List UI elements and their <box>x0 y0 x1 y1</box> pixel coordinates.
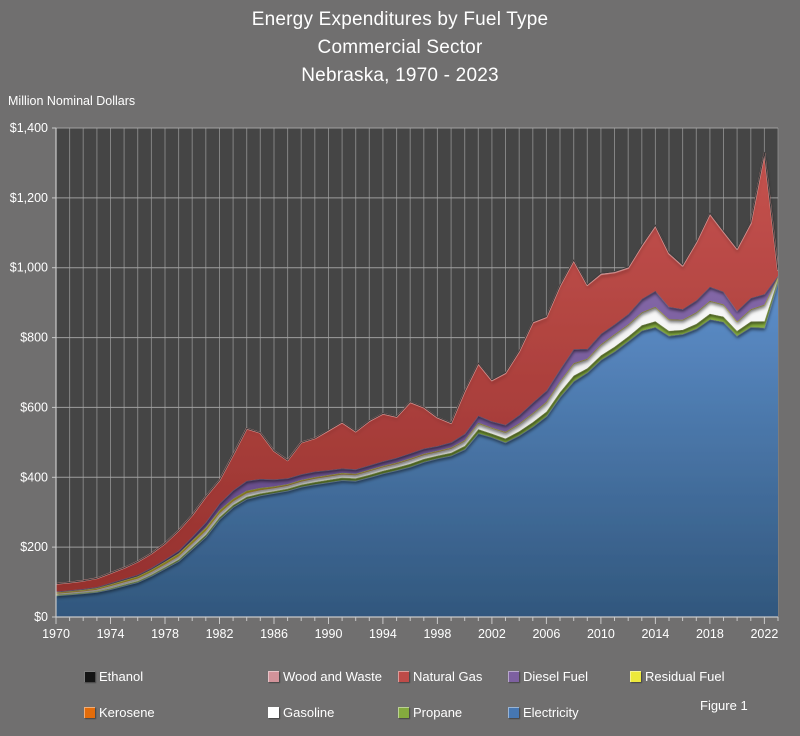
legend-item-ethanol: Ethanol <box>84 669 143 685</box>
chart-subtitle-region: Nebraska, 1970 - 2023 <box>301 65 499 86</box>
legend-swatch-electricity <box>508 707 519 718</box>
legend-swatch-gasoline <box>268 707 279 718</box>
svg-text:$1,400: $1,400 <box>10 121 48 135</box>
svg-text:1998: 1998 <box>423 627 451 641</box>
chart-subtitle-sector: Commercial Sector <box>317 37 483 58</box>
legend-swatch-propane <box>398 707 409 718</box>
svg-text:1978: 1978 <box>151 627 179 641</box>
legend-item-residual: Residual Fuel <box>630 669 725 685</box>
legend-swatch-residual <box>630 671 641 682</box>
svg-text:2010: 2010 <box>587 627 615 641</box>
legend-label: Electricity <box>523 705 579 720</box>
svg-text:1990: 1990 <box>315 627 343 641</box>
legend-item-gasoline: Gasoline <box>268 705 334 721</box>
svg-text:2002: 2002 <box>478 627 506 641</box>
y-axis-title: Million Nominal Dollars <box>8 94 136 108</box>
svg-text:$1,200: $1,200 <box>10 191 48 205</box>
legend-label: Ethanol <box>99 669 144 684</box>
legend-label: Gasoline <box>283 705 335 720</box>
legend-swatch-wood <box>268 671 279 682</box>
legend-swatch-diesel <box>508 671 519 682</box>
chart-title: Energy Expenditures by Fuel Type <box>251 9 549 30</box>
legend-swatch-natural-gas <box>398 671 409 682</box>
svg-text:2018: 2018 <box>696 627 724 641</box>
svg-text:2014: 2014 <box>641 627 669 641</box>
legend-item-electricity: Electricity <box>508 705 579 721</box>
figure-label: Figure 1 <box>700 698 748 713</box>
svg-text:1994: 1994 <box>369 627 397 641</box>
svg-text:2006: 2006 <box>532 627 560 641</box>
legend-label: Wood and Waste <box>283 669 382 684</box>
legend-item-natural-gas: Natural Gas <box>398 669 482 685</box>
svg-text:2022: 2022 <box>750 627 778 641</box>
svg-text:1974: 1974 <box>97 627 125 641</box>
legend-item-kerosene: Kerosene <box>84 705 155 721</box>
svg-text:$0: $0 <box>34 610 48 624</box>
legend-swatch-ethanol <box>84 671 95 682</box>
svg-text:$600: $600 <box>20 400 48 414</box>
svg-text:$800: $800 <box>20 331 48 345</box>
svg-text:1982: 1982 <box>206 627 234 641</box>
legend-item-diesel: Diesel Fuel <box>508 669 588 685</box>
chart-title-block: Energy Expenditures by Fuel Type Commerc… <box>0 6 800 90</box>
svg-text:$400: $400 <box>20 470 48 484</box>
svg-text:$200: $200 <box>20 540 48 554</box>
legend-label: Diesel Fuel <box>523 669 589 684</box>
legend-item-propane: Propane <box>398 705 462 721</box>
svg-text:1986: 1986 <box>260 627 288 641</box>
legend-swatch-kerosene <box>84 707 95 718</box>
legend-label: Residual Fuel <box>645 669 725 684</box>
svg-text:$1,000: $1,000 <box>10 261 48 275</box>
legend-item-wood: Wood and Waste <box>268 669 382 685</box>
legend-label: Propane <box>413 705 463 720</box>
legend-label: Kerosene <box>99 705 155 720</box>
legend-label: Natural Gas <box>413 669 483 684</box>
svg-text:1970: 1970 <box>42 627 70 641</box>
